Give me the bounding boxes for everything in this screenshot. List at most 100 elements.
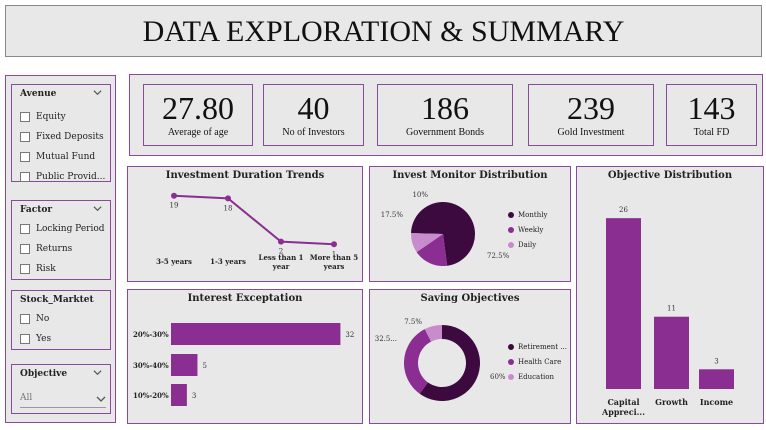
data-point — [331, 241, 337, 248]
y-tick-label: 30%-40% — [133, 361, 169, 370]
legend-marker — [508, 374, 514, 380]
card-invest-monitor: Invest Monitor Distribution 72.5% 17.5% 10… — [369, 166, 571, 282]
option-label: Risk — [36, 264, 56, 274]
legend-label: Retirement ... — [518, 343, 567, 351]
card-interest-expectation: Interest Exceptation 32 5 3 20%-30% 30%-40% 1… — [127, 289, 363, 424]
option-public-provident[interactable]: Public Provid... — [20, 171, 105, 183]
data-label: 3 — [714, 357, 718, 365]
data-label: 26 — [619, 206, 628, 214]
kpi-card-government-bonds: 186 Government Bonds — [377, 84, 513, 146]
checkbox[interactable] — [20, 132, 30, 142]
data-label: 32 — [345, 331, 354, 339]
x-tick-label: 3-5 years — [156, 257, 192, 266]
option-label: No — [36, 314, 50, 324]
bar — [699, 369, 734, 389]
chart-title: Invest Monitor Distribution — [392, 170, 548, 181]
slicer-panel: Avenue Equity Fixed Deposits Mutual Fund… — [5, 75, 116, 423]
card-objective-distribution: Objective Distribution 26 11 3 Capital Appre… — [576, 166, 764, 424]
x-tick-label: Less than 1 year — [259, 253, 304, 271]
slice — [411, 233, 443, 253]
chart-title: Objective Distribution — [607, 170, 733, 181]
legend-label: Weekly — [518, 226, 543, 234]
kpi-value: 143 — [687, 90, 736, 126]
slicer-avenue-title: Avenue — [20, 89, 57, 99]
legend-marker — [508, 212, 514, 218]
checkbox[interactable] — [20, 224, 30, 234]
option-risk[interactable]: Risk — [20, 263, 56, 275]
kpi-label: Government Bonds — [405, 127, 485, 138]
option-label: Public Provid... — [36, 172, 106, 182]
bar — [171, 354, 198, 376]
chevron-down-icon[interactable] — [93, 88, 102, 97]
checkbox[interactable] — [20, 172, 30, 182]
checkbox[interactable] — [20, 152, 30, 162]
kpi-label: Average of age — [167, 127, 229, 138]
objective-dropdown[interactable]: All — [20, 393, 106, 408]
chevron-down-icon[interactable] — [93, 204, 102, 213]
data-label: 2 — [279, 248, 283, 256]
chevron-down-icon[interactable] — [93, 368, 102, 377]
donut-chart: 60% 32.5... 7.5% Retirement ... Health Care E… — [375, 318, 567, 401]
y-tick-label: 20%-30% — [133, 330, 169, 339]
legend-label: Education — [518, 373, 554, 381]
kpi-value: 239 — [567, 90, 615, 126]
dashboard-title-banner: DATA EXPLORATION & SUMMARY — [5, 5, 762, 57]
legend-label: Health Care — [518, 358, 561, 366]
option-label: Fixed Deposits — [36, 132, 104, 142]
option-yes[interactable]: Yes — [20, 333, 51, 345]
chart-title: Investment Duration Trends — [165, 170, 325, 181]
bar — [654, 316, 689, 389]
card-duration-trends: Investment Duration Trends 19 18 2 1 3-5 yea… — [127, 166, 363, 282]
hbar-chart: 32 5 3 20%-30% 30%-40% 10%-20% — [133, 323, 354, 406]
kpi-value: 27.80 — [162, 90, 234, 126]
option-fixed-deposits[interactable]: Fixed Deposits — [20, 131, 104, 143]
slice-label: 10% — [412, 191, 428, 199]
slice — [424, 325, 442, 342]
slice — [404, 329, 432, 394]
line-chart: 19 18 2 1 3-5 years 1-3 years Less than 1 year M… — [156, 192, 358, 271]
kpi-value: 40 — [297, 90, 330, 126]
legend-marker — [508, 242, 514, 248]
option-label: Mutual Fund — [36, 152, 96, 162]
legend-label: Monthly — [518, 211, 547, 219]
x-tick-label: Capital Appreci... — [601, 397, 645, 417]
slicer-factor-title: Factor — [20, 205, 53, 215]
slice-label: 72.5% — [487, 252, 510, 260]
objective-selected-value: All — [20, 393, 33, 403]
data-label: 1 — [332, 250, 336, 258]
data-point — [278, 238, 284, 245]
option-returns[interactable]: Returns — [20, 243, 72, 255]
slicer-stock-market: Stock_Marktet No Yes — [11, 290, 111, 350]
checkbox[interactable] — [20, 112, 30, 122]
option-label: Equity — [36, 112, 66, 122]
kpi-label: No of Investors — [282, 127, 345, 138]
chart-title: Interest Exceptation — [187, 293, 303, 304]
option-equity[interactable]: Equity — [20, 111, 66, 123]
legend-label: Daily — [518, 241, 536, 249]
option-label: Locking Period — [36, 224, 105, 234]
card-saving-objectives: Saving Objectives 60% 32.5... 7.5% Retireme… — [369, 289, 571, 424]
x-tick-label: More than 5 years — [310, 253, 358, 271]
legend-marker — [508, 227, 514, 233]
checkbox[interactable] — [20, 244, 30, 254]
checkbox[interactable] — [20, 264, 30, 274]
kpi-strip: 27.80 Average of age 40 No of Investors … — [129, 74, 763, 156]
data-label: 18 — [224, 204, 233, 212]
option-mutual-fund[interactable]: Mutual Fund — [20, 151, 95, 163]
bar — [171, 384, 187, 406]
option-locking-period[interactable]: Locking Period — [20, 223, 105, 235]
bar — [606, 218, 641, 389]
slicer-objective-title: Objective — [20, 369, 68, 379]
checkbox[interactable] — [20, 334, 30, 344]
slice-label: 60% — [490, 373, 506, 381]
kpi-value: 186 — [421, 90, 469, 126]
legend-marker — [508, 359, 514, 365]
option-no[interactable]: No — [20, 313, 49, 325]
series-line — [173, 194, 335, 246]
data-label: 3 — [192, 392, 196, 400]
chevron-down-icon[interactable] — [96, 395, 106, 403]
pie-chart: 72.5% 17.5% 10% Monthly Weekly Daily — [381, 191, 547, 266]
checkbox[interactable] — [20, 314, 30, 324]
slice — [416, 234, 448, 266]
kpi-label: Gold Investment — [557, 127, 625, 138]
